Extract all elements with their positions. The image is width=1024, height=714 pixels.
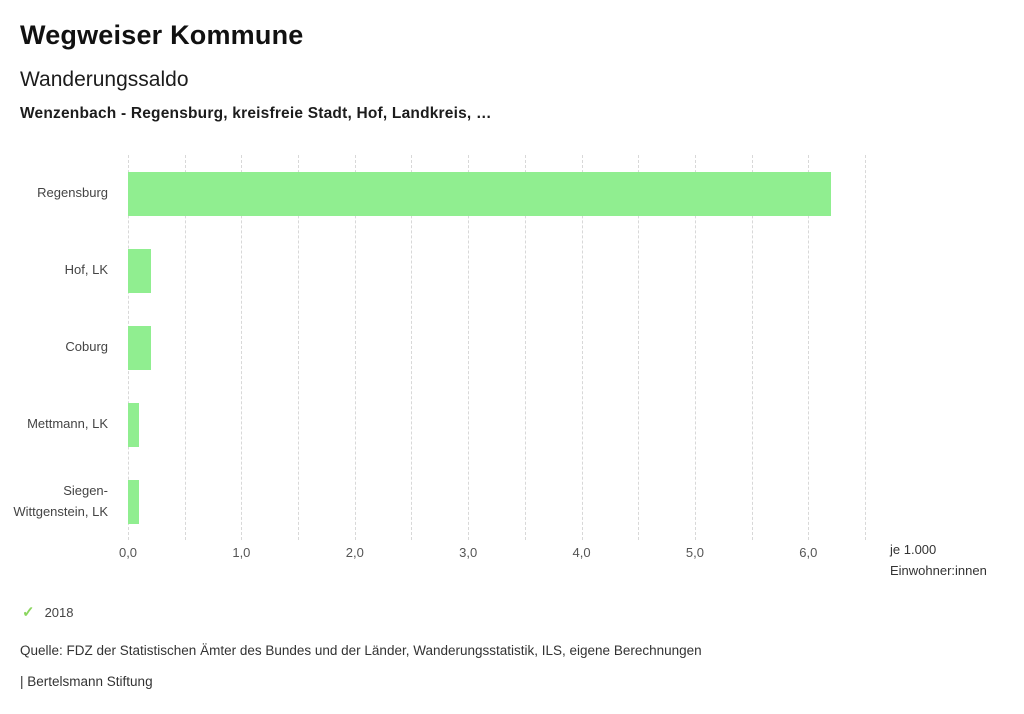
bar-track: [128, 232, 865, 309]
x-tick-label: 0,0: [118, 545, 138, 560]
axis-unit-line1: je 1.000: [890, 542, 937, 557]
app-title: Wegweiser Kommune: [20, 20, 304, 50]
axis-unit-line2: Einwohner:innen: [890, 562, 987, 578]
bar[interactable]: [128, 171, 831, 216]
bar-row: Hof, LK: [0, 232, 865, 309]
source-text: Quelle: FDZ der Statistischen Ämter des …: [20, 643, 702, 658]
bar-chart: Regensburg Hof, LK Coburg Mettmann, LK Siege…: [0, 155, 1024, 595]
x-tick-label: 4,0: [572, 545, 591, 560]
bar-row: Mettmann, LK: [0, 386, 865, 463]
bar[interactable]: [128, 479, 140, 524]
category-label: Mettmann, LK: [27, 416, 108, 432]
chart-title: Wanderungssaldo: [20, 68, 189, 91]
x-tick-label: 5,0: [685, 545, 704, 560]
bar-track: [128, 463, 865, 540]
bar-rows: Regensburg Hof, LK Coburg Mettmann, LK Siege…: [0, 155, 865, 540]
x-tick-label: 2,0: [345, 545, 364, 560]
bar[interactable]: [128, 248, 151, 293]
x-axis-ticks: 0,0 1,0 2,0 3,0 4,0 5,0 6,0: [119, 545, 865, 565]
bar-track: [128, 309, 865, 386]
category-label: Coburg: [65, 339, 108, 355]
axis-unit-label: je 1.000 Einwohner:innen: [890, 540, 987, 582]
bar[interactable]: [128, 325, 151, 370]
bar-row: Siegen-Wittgenstein, LK: [0, 463, 865, 540]
category-label: Hof, LK: [64, 262, 108, 278]
branding-text: | Bertelsmann Stiftung: [20, 674, 153, 689]
checkmark-icon: ✓: [22, 604, 35, 621]
category-label: Regensburg: [37, 185, 108, 201]
gridline: [865, 155, 866, 540]
bar[interactable]: [128, 402, 140, 447]
bar-track: [128, 155, 865, 232]
x-tick-label: 1,0: [232, 545, 251, 560]
chart-subtitle: Wenzenbach - Regensburg, kreisfreie Stad…: [20, 105, 492, 122]
x-tick-label: 6,0: [799, 545, 818, 560]
x-tick-label: 3,0: [459, 545, 478, 560]
bar-row: Regensburg: [0, 155, 865, 232]
bar-row: Coburg: [0, 309, 865, 386]
legend[interactable]: ✓ 2018: [22, 603, 74, 621]
legend-year-label: 2018: [44, 604, 74, 620]
bar-track: [128, 386, 865, 463]
category-label: Siegen-Wittgenstein, LK: [13, 482, 108, 519]
